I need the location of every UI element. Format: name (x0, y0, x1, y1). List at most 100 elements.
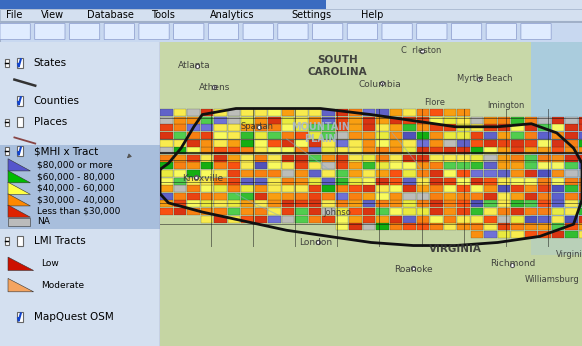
FancyBboxPatch shape (295, 117, 308, 124)
FancyBboxPatch shape (579, 170, 582, 177)
Polygon shape (8, 159, 30, 171)
FancyBboxPatch shape (417, 200, 430, 208)
FancyBboxPatch shape (457, 124, 470, 131)
FancyBboxPatch shape (349, 124, 362, 131)
FancyBboxPatch shape (524, 223, 537, 230)
FancyBboxPatch shape (308, 216, 321, 223)
FancyBboxPatch shape (565, 200, 578, 208)
FancyBboxPatch shape (322, 124, 335, 131)
FancyBboxPatch shape (471, 170, 483, 177)
FancyBboxPatch shape (376, 155, 389, 162)
FancyBboxPatch shape (295, 147, 308, 154)
FancyBboxPatch shape (443, 177, 456, 185)
FancyBboxPatch shape (417, 147, 430, 154)
FancyBboxPatch shape (201, 117, 213, 124)
FancyBboxPatch shape (243, 24, 274, 40)
FancyBboxPatch shape (35, 24, 65, 40)
FancyBboxPatch shape (173, 162, 186, 170)
FancyBboxPatch shape (452, 24, 482, 40)
FancyBboxPatch shape (552, 117, 565, 124)
FancyBboxPatch shape (295, 155, 308, 162)
FancyBboxPatch shape (268, 139, 281, 147)
FancyBboxPatch shape (214, 216, 227, 223)
FancyBboxPatch shape (173, 124, 186, 131)
FancyBboxPatch shape (8, 218, 30, 226)
FancyBboxPatch shape (484, 155, 497, 162)
FancyBboxPatch shape (254, 193, 267, 200)
FancyBboxPatch shape (484, 132, 497, 139)
FancyBboxPatch shape (241, 216, 254, 223)
FancyBboxPatch shape (443, 200, 456, 208)
FancyBboxPatch shape (0, 9, 582, 21)
FancyBboxPatch shape (282, 200, 294, 208)
FancyBboxPatch shape (349, 170, 362, 177)
Text: Knoxville: Knoxville (182, 174, 223, 183)
FancyBboxPatch shape (457, 193, 470, 200)
Text: Tools: Tools (151, 10, 175, 20)
FancyBboxPatch shape (187, 132, 200, 139)
FancyBboxPatch shape (5, 237, 9, 245)
FancyBboxPatch shape (295, 109, 308, 116)
FancyBboxPatch shape (347, 24, 378, 40)
FancyBboxPatch shape (173, 147, 186, 154)
FancyBboxPatch shape (417, 139, 430, 147)
Text: Atlanta: Atlanta (178, 61, 210, 70)
FancyBboxPatch shape (552, 124, 565, 131)
FancyBboxPatch shape (228, 208, 240, 215)
FancyBboxPatch shape (268, 177, 281, 185)
FancyBboxPatch shape (389, 216, 402, 223)
FancyBboxPatch shape (160, 177, 173, 185)
Text: Johnso: Johnso (324, 208, 351, 217)
FancyBboxPatch shape (511, 185, 524, 192)
FancyBboxPatch shape (349, 193, 362, 200)
FancyBboxPatch shape (376, 216, 389, 223)
FancyBboxPatch shape (187, 109, 200, 116)
FancyBboxPatch shape (254, 170, 267, 177)
FancyBboxPatch shape (417, 216, 430, 223)
FancyBboxPatch shape (484, 200, 497, 208)
FancyBboxPatch shape (457, 139, 470, 147)
FancyBboxPatch shape (531, 42, 582, 255)
Text: Flore: Flore (424, 98, 445, 107)
FancyBboxPatch shape (160, 132, 173, 139)
FancyBboxPatch shape (538, 117, 551, 124)
FancyBboxPatch shape (160, 42, 582, 346)
FancyBboxPatch shape (552, 162, 565, 170)
FancyBboxPatch shape (173, 185, 186, 192)
FancyBboxPatch shape (363, 170, 375, 177)
FancyBboxPatch shape (471, 132, 483, 139)
Polygon shape (8, 171, 30, 183)
FancyBboxPatch shape (403, 216, 416, 223)
FancyBboxPatch shape (241, 170, 254, 177)
FancyBboxPatch shape (443, 208, 456, 215)
FancyBboxPatch shape (241, 124, 254, 131)
FancyBboxPatch shape (282, 177, 294, 185)
FancyBboxPatch shape (511, 193, 524, 200)
FancyBboxPatch shape (579, 185, 582, 192)
FancyBboxPatch shape (187, 177, 200, 185)
FancyBboxPatch shape (201, 139, 213, 147)
FancyBboxPatch shape (363, 177, 375, 185)
FancyBboxPatch shape (187, 162, 200, 170)
FancyBboxPatch shape (363, 132, 375, 139)
FancyBboxPatch shape (214, 155, 227, 162)
FancyBboxPatch shape (376, 117, 389, 124)
FancyBboxPatch shape (443, 170, 456, 177)
FancyBboxPatch shape (403, 208, 416, 215)
FancyBboxPatch shape (160, 193, 173, 200)
FancyBboxPatch shape (511, 200, 524, 208)
FancyBboxPatch shape (389, 185, 402, 192)
FancyBboxPatch shape (228, 139, 240, 147)
FancyBboxPatch shape (254, 155, 267, 162)
FancyBboxPatch shape (484, 231, 497, 238)
FancyBboxPatch shape (268, 216, 281, 223)
FancyBboxPatch shape (376, 132, 389, 139)
FancyBboxPatch shape (579, 177, 582, 185)
FancyBboxPatch shape (565, 231, 578, 238)
FancyBboxPatch shape (484, 193, 497, 200)
Polygon shape (8, 205, 30, 217)
FancyBboxPatch shape (282, 216, 294, 223)
FancyBboxPatch shape (5, 59, 9, 67)
Text: $40,000 - 60,000: $40,000 - 60,000 (37, 184, 115, 193)
FancyBboxPatch shape (336, 208, 348, 215)
